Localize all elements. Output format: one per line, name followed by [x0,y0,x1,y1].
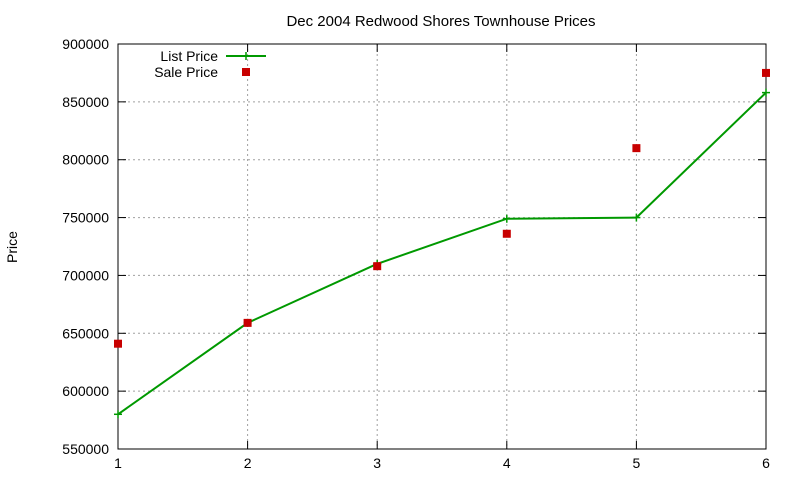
sale-price-point [502,229,511,238]
plot-border [117,43,767,450]
legend-label-list-price: List Price [160,48,218,64]
list-price-point [632,213,641,222]
sale-price-point [373,262,382,271]
axes: 550000 600000 650000 700000 750000 800000 8500… [62,36,770,471]
list-price-point [762,88,770,97]
chart-title: Dec 2004 Redwood Shores Townhouse Prices [286,13,595,30]
y-tick-label: 850000 [62,94,109,110]
sale-price-point [114,339,122,348]
grid-lines [118,44,766,449]
x-tick-label: 2 [244,455,252,471]
x-tick-label: 4 [503,455,511,471]
list-price-point [114,410,122,419]
x-tick-label: 6 [762,455,770,471]
sale-price-point [243,318,252,327]
legend-label-sale-price: Sale Price [154,64,218,80]
x-tick-label: 3 [373,455,381,471]
y-tick-label: 750000 [62,210,109,226]
y-tick-label: 800000 [62,152,109,168]
x-tick-label: 5 [633,455,641,471]
series-line-list-price [117,91,767,416]
list-price-point [502,214,511,223]
y-axis-label: Price [4,231,20,263]
series-layer [114,68,770,419]
legend-marker-sale-price [242,68,250,76]
y-tick-label: 900000 [62,36,109,52]
y-tick-label: 600000 [62,383,109,399]
sale-price-point [762,68,770,77]
y-tick-label: 550000 [62,441,109,457]
x-tick-label: 1 [114,455,122,471]
y-tick-label: 700000 [62,267,109,283]
y-tick-label: 650000 [62,325,109,341]
sale-price-point [632,144,641,153]
